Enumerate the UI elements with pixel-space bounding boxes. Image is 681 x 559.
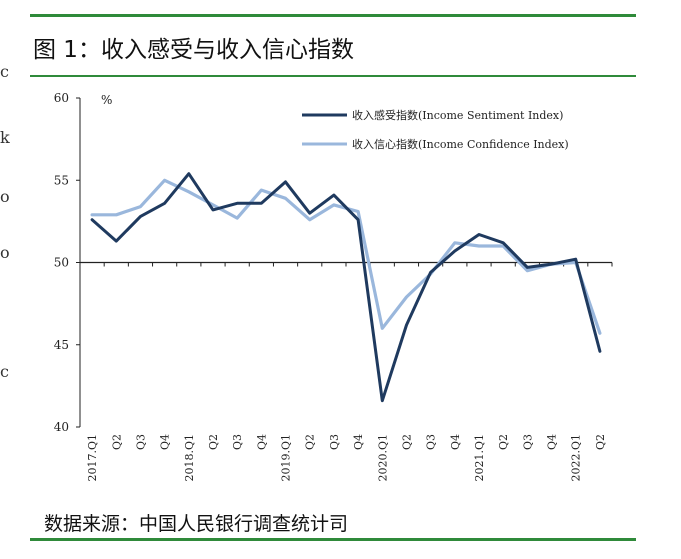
x-tick-label: Q2 bbox=[594, 434, 607, 450]
y-tick-label: 50 bbox=[54, 256, 69, 270]
figure-title: 图 1：收入感受与收入信心指数 bbox=[33, 37, 354, 63]
y-tick-label: 55 bbox=[54, 173, 69, 187]
x-tick-label: 2020.Q1 bbox=[376, 434, 389, 482]
x-tick-label: Q3 bbox=[521, 434, 534, 450]
y-axis-unit: % bbox=[101, 93, 112, 107]
y-tick-label: 45 bbox=[54, 338, 69, 352]
data-source: 数据来源：中国人民银行调查统计司 bbox=[44, 513, 349, 535]
x-tick-label: Q3 bbox=[231, 434, 244, 450]
series-line-income-confidence bbox=[90, 178, 602, 335]
bottom-rule bbox=[30, 538, 636, 541]
edge-mark: o bbox=[0, 187, 10, 206]
legend-label: 收入感受指数(Income Sentiment Index) bbox=[352, 108, 563, 122]
x-tick-label: Q2 bbox=[207, 434, 220, 450]
x-tick-label: Q3 bbox=[425, 434, 438, 450]
x-tick-label: 2022.Q1 bbox=[570, 434, 583, 482]
series-lines bbox=[90, 172, 602, 403]
series-line-income-sentiment bbox=[90, 172, 602, 403]
x-tick-label: Q4 bbox=[546, 434, 559, 450]
x-tick-label: Q4 bbox=[449, 434, 462, 450]
edge-mark: c bbox=[0, 362, 9, 381]
x-axis-ticks: 2017.Q1 Q2 Q3 Q4 2018.Q1 Q2 Q3 Q4 2019.Q1 Q2 Q3 Q4 2… bbox=[79, 262, 613, 482]
y-tick-label: 40 bbox=[54, 420, 69, 434]
x-tick-label: Q2 bbox=[497, 434, 510, 450]
x-tick-label: Q2 bbox=[400, 434, 413, 450]
x-tick-label: 2017.Q1 bbox=[86, 434, 99, 482]
x-tick-label: Q2 bbox=[304, 434, 317, 450]
legend: 收入感受指数(Income Sentiment Index) 收入信心指数(Inc… bbox=[302, 108, 569, 151]
x-tick-label: Q3 bbox=[134, 434, 147, 450]
edge-mark: k bbox=[0, 128, 10, 147]
legend-label: 收入信心指数(Income Confidence Index) bbox=[352, 137, 569, 151]
edge-mark: c bbox=[0, 62, 9, 81]
x-tick-label: 2018.Q1 bbox=[183, 434, 196, 482]
y-tick-label: 60 bbox=[54, 91, 69, 105]
x-tick-label: 2019.Q1 bbox=[280, 434, 293, 482]
y-axis-ticks: 40 45 50 55 60% bbox=[54, 91, 113, 434]
x-tick-label: Q3 bbox=[328, 434, 341, 450]
edge-mark: o bbox=[0, 243, 10, 262]
x-tick-label: 2021.Q1 bbox=[473, 434, 486, 482]
top-rule bbox=[30, 14, 636, 17]
x-tick-label: Q2 bbox=[110, 434, 123, 450]
title-rule bbox=[30, 75, 636, 77]
x-tick-label: Q4 bbox=[352, 434, 365, 450]
x-tick-label: Q4 bbox=[255, 434, 268, 450]
x-tick-label: Q4 bbox=[159, 434, 172, 450]
